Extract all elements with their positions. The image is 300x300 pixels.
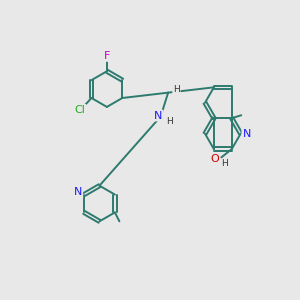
Text: H: H (221, 160, 228, 169)
Text: H: H (166, 117, 173, 126)
Text: N: N (242, 129, 251, 139)
Text: N: N (74, 187, 82, 197)
Text: N: N (154, 110, 163, 121)
Text: H: H (173, 85, 180, 94)
Text: Cl: Cl (75, 105, 86, 115)
Text: O: O (210, 154, 219, 164)
Text: F: F (104, 51, 110, 61)
